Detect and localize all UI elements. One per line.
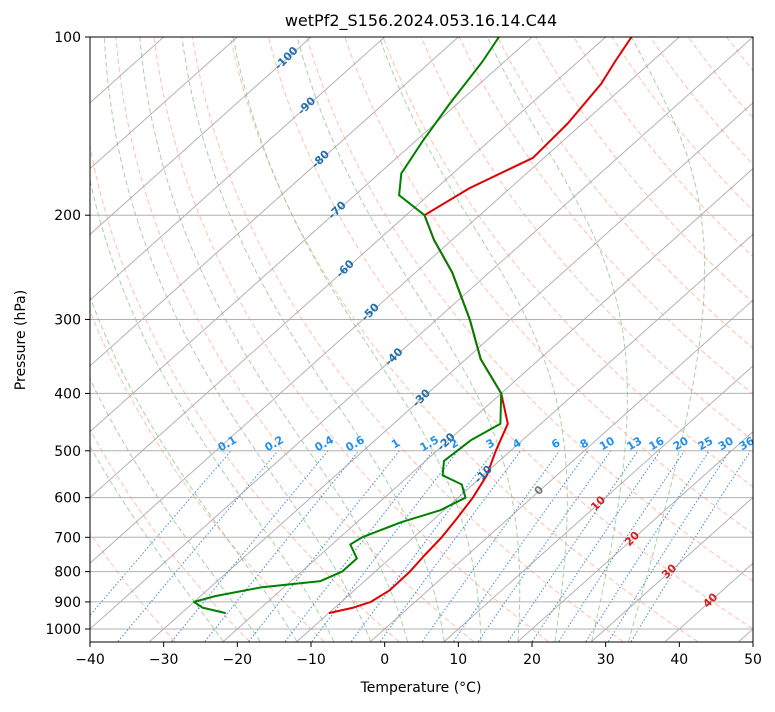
isotherm-label: -100 bbox=[272, 44, 301, 73]
y-tick-label: 100 bbox=[54, 30, 81, 46]
moist-adiabat bbox=[21, 37, 260, 642]
temperature-profile bbox=[329, 37, 632, 613]
mixing-ratio-line bbox=[351, 451, 494, 642]
isotherm-line bbox=[2, 37, 679, 642]
mixing-ratio-line bbox=[508, 451, 638, 642]
y-tick-label: 200 bbox=[54, 208, 81, 224]
moist-adiabat bbox=[297, 37, 520, 642]
dry-adiabat bbox=[40, 37, 325, 642]
y-tick-label: 600 bbox=[54, 491, 81, 507]
background-lines bbox=[0, 37, 775, 642]
x-tick-label: 20 bbox=[523, 652, 541, 668]
x-tick-label: 0 bbox=[380, 652, 389, 668]
dry-adiabat bbox=[536, 37, 775, 642]
mixing-ratio-line bbox=[285, 451, 433, 642]
y-tick-label: 300 bbox=[54, 313, 81, 329]
x-tick-label: 10 bbox=[449, 652, 467, 668]
mixing-ratio-line bbox=[68, 451, 231, 642]
chart-title: wetPf2_S156.2024.053.16.14.C44 bbox=[285, 11, 557, 31]
dry-adiabat bbox=[574, 37, 775, 642]
dry-adiabat bbox=[1, 37, 250, 642]
moist-adiabat bbox=[104, 37, 370, 642]
x-tick-label: 40 bbox=[670, 652, 688, 668]
dry-adiabat bbox=[230, 37, 697, 642]
moist-adiabat bbox=[47, 37, 297, 642]
dry-adiabat bbox=[726, 37, 775, 642]
y-tick-label: 800 bbox=[54, 565, 81, 581]
moist-adiabat bbox=[379, 37, 567, 642]
mixing-ratio-line bbox=[118, 451, 278, 642]
x-tick-label: −30 bbox=[149, 652, 179, 668]
dry-adiabat bbox=[383, 37, 775, 642]
dry-adiabat bbox=[192, 37, 623, 642]
x-tick-label: 30 bbox=[597, 652, 615, 668]
y-tick-label: 400 bbox=[54, 386, 81, 402]
dry-adiabat bbox=[688, 37, 775, 642]
y-tick-label: 500 bbox=[54, 444, 81, 460]
isotherm-line bbox=[223, 37, 775, 642]
isotherm-line bbox=[0, 37, 532, 642]
isotherm-line bbox=[0, 37, 458, 642]
mixing-ratio-line bbox=[249, 451, 400, 642]
isotherm-line bbox=[518, 37, 775, 642]
dry-adiabat bbox=[154, 37, 548, 642]
isotherm-line bbox=[0, 37, 311, 642]
x-tick-label: −40 bbox=[75, 652, 105, 668]
mixing-ratio-line bbox=[478, 451, 611, 642]
moist-adiabat bbox=[140, 37, 408, 642]
mixing-ratio-line bbox=[172, 451, 328, 642]
x-tick-label: −10 bbox=[296, 652, 326, 668]
line-labels: -100-90-80-70-60-50-40-30-20-10010203040… bbox=[216, 44, 757, 611]
mixing-ratio-line bbox=[631, 451, 750, 642]
x-tick-label: 50 bbox=[744, 652, 762, 668]
isotherm-line bbox=[0, 37, 237, 642]
y-tick-label: 1000 bbox=[45, 622, 81, 638]
isotherm-line bbox=[665, 37, 775, 642]
mixing-ratio-label: 1 bbox=[389, 436, 402, 451]
dry-adiabat bbox=[421, 37, 775, 642]
mixing-ratio-line bbox=[586, 451, 709, 642]
moist-adiabat bbox=[182, 37, 444, 642]
dry-adiabat bbox=[307, 37, 775, 642]
mixing-ratio-line bbox=[422, 451, 559, 642]
isotherm-line bbox=[76, 37, 753, 642]
dry-adiabat bbox=[459, 37, 775, 642]
dry-adiabat bbox=[78, 37, 399, 642]
y-tick-label: 900 bbox=[54, 595, 81, 611]
dry-adiabat bbox=[765, 37, 775, 642]
y-axis-label: Pressure (hPa) bbox=[13, 290, 29, 390]
x-axis-label: Temperature (°C) bbox=[360, 680, 482, 696]
y-tick-label: 700 bbox=[54, 530, 81, 546]
mixing-ratio-label: 8 bbox=[578, 436, 591, 451]
mixing-ratio-label: 6 bbox=[549, 436, 562, 451]
dry-adiabat bbox=[269, 37, 773, 642]
x-tick-label: −20 bbox=[223, 652, 253, 668]
isotherm-line bbox=[150, 37, 775, 642]
plot-frame bbox=[90, 37, 753, 642]
mixing-ratio-label: 3 bbox=[484, 436, 497, 451]
dewpoint-profile bbox=[194, 37, 501, 613]
isotherm-line bbox=[739, 37, 775, 642]
moist-adiabat bbox=[0, 37, 223, 642]
dry-adiabat bbox=[650, 37, 775, 642]
profiles bbox=[194, 37, 632, 613]
isotherm-line bbox=[0, 37, 606, 642]
